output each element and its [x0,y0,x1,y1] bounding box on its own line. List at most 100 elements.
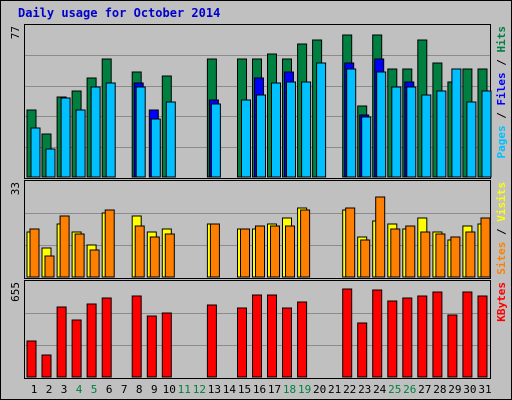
bar-sites-day-24 [375,196,386,278]
legend-item: Files [495,72,508,105]
day-label: 11 [178,383,191,396]
bar-pages-day-1 [30,127,41,178]
bar-sites-day-29 [450,236,461,278]
bar-sites-day-4 [74,233,85,278]
bar-sites-day-26 [405,225,416,278]
day-labels: 1 2 3 4 5 6 7 8 9 10 11 12 13 14 15 16 17 18 19 20 21 22 23 24 2… [31,383,492,396]
day-label: 27 [418,383,431,396]
bar-pages-day-16 [256,94,266,178]
bar-kbytes-day-29 [447,314,458,378]
bar-pages-day-15 [241,99,251,178]
day-label: 21 [328,383,341,396]
bar-sites-day-28 [435,233,446,278]
bar-sites-day-10 [164,233,175,278]
bar-pages-day-10 [165,101,176,178]
bar-pages-day-20 [316,62,327,178]
bar-pages-day-24 [376,71,387,178]
bar-sites-day-25 [390,228,401,278]
bar-pages-day-4 [75,109,86,178]
day-label: 6 [106,383,113,396]
bar-sites-day-9 [149,236,160,278]
bar-sites-day-18 [285,225,295,278]
bar-sites-day-16 [255,225,265,278]
panels: 77 Pages / Files / Hits 33 Sites / Visits 65… [9,24,508,379]
bar-kbytes-day-17 [267,294,277,378]
day-label: 12 [193,383,206,396]
legend: Pages / Files / Hits [495,26,508,159]
bar-pages-day-22 [346,68,357,178]
day-label: 30 [463,383,476,396]
day-label: 22 [343,383,356,396]
bar-pages-day-9 [150,118,161,178]
bar-sites-day-22 [345,207,356,278]
bar-kbytes-day-3 [56,306,67,378]
bar-pages-day-27 [421,94,432,178]
bar-kbytes-day-9 [146,315,157,378]
bar-kbytes-day-18 [282,307,292,378]
bar-pages-day-2 [45,148,56,178]
bar-sites-day-1 [29,228,40,278]
bar-kbytes-day-10 [161,312,172,378]
day-label: 31 [478,383,491,396]
legend-item: / [495,106,508,126]
bar-kbytes-day-28 [432,291,443,378]
day-label: 17 [268,383,281,396]
bar-sites-day-23 [360,239,371,278]
bar-pages-day-13 [210,103,221,178]
panel-3: 655 KBytes [9,280,508,379]
bar-sites-day-17 [270,225,280,278]
day-label: 28 [433,383,446,396]
day-label: 7 [121,383,128,396]
legend-item: KBytes [495,282,508,322]
day-label: 24 [373,383,387,396]
day-label: 2 [46,383,53,396]
legend-item: / [495,222,508,242]
day-label: 19 [298,383,311,396]
bar-sites-day-2 [44,255,55,278]
bar-kbytes-day-27 [417,295,428,378]
bar-kbytes-day-6 [101,297,112,378]
y-max-label: 655 [9,282,22,302]
legend-item: Visits [495,182,508,222]
bar-kbytes-day-26 [402,297,413,378]
bar-sites-day-30 [465,231,476,278]
bar-sites-day-19 [300,209,311,278]
legend-item: Pages [495,125,508,158]
bar-kbytes-day-4 [71,319,82,378]
bar-pages-day-30 [466,101,477,178]
day-label: 26 [403,383,416,396]
bar-pages-day-17 [271,82,281,178]
bar-sites-day-27 [420,231,431,278]
chart-title: Daily usage for October 2014 [18,6,220,20]
day-label: 4 [76,383,83,396]
bar-kbytes-day-22 [342,288,353,378]
bar-kbytes-day-5 [86,303,97,378]
bar-pages-day-28 [436,90,447,178]
bar-pages-day-5 [90,86,101,178]
bar-pages-day-19 [301,81,312,178]
legend-item: Sites [495,242,508,275]
day-label: 20 [313,383,326,396]
day-label: 1 [31,383,38,396]
bar-pages-day-23 [361,116,372,178]
bar-pages-day-6 [105,82,116,178]
bar-pages-day-29 [451,68,462,178]
legend: Sites / Visits [495,182,508,275]
bar-pages-day-8 [135,86,146,178]
bar-sites-day-5 [89,249,100,278]
day-label: 23 [358,383,371,396]
bar-pages-day-31 [481,90,492,178]
day-label: 16 [253,383,266,396]
bar-pages-day-26 [406,86,417,178]
bar-kbytes-day-2 [41,354,52,378]
legend: KBytes [495,282,508,322]
day-label: 10 [163,383,176,396]
bar-kbytes-day-15 [237,307,247,378]
legend-item: / [495,53,508,73]
panel-1: 77 Pages / Files / Hits [9,24,508,179]
day-label: 29 [448,383,461,396]
bar-sites-day-15 [240,228,250,278]
bar-kbytes-day-16 [252,294,262,378]
bar-kbytes-day-19 [297,301,308,378]
